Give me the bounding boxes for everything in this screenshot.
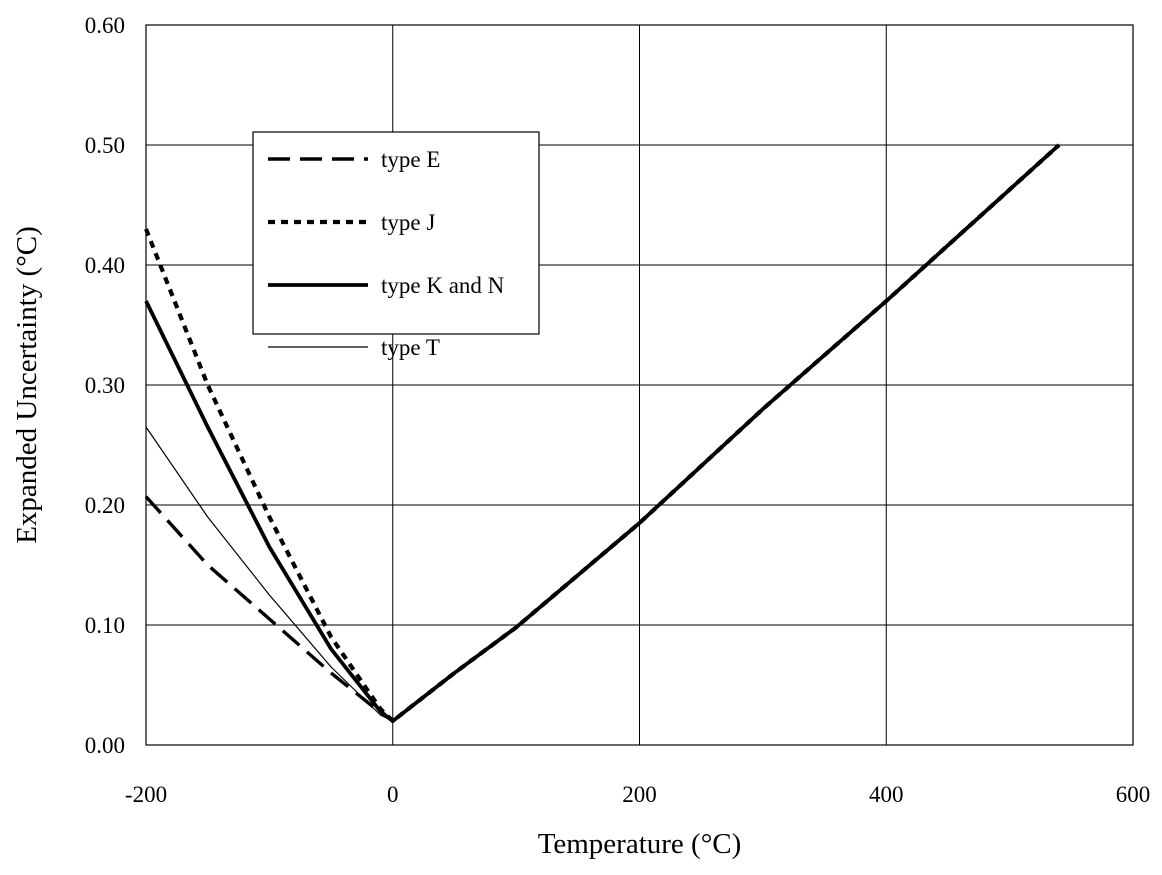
y-tick-label: 0.20 <box>85 493 125 518</box>
legend-label: type T <box>381 335 440 360</box>
y-tick-label: 0.00 <box>85 733 125 758</box>
tick-labels: -200 0 200 400 600 0.00 0.10 0.20 0.30 0.40 0.50 0.… <box>85 13 1151 807</box>
legend: type E type J type K and N type T <box>253 132 539 360</box>
y-tick-label: 0.60 <box>85 13 125 38</box>
x-tick-label: 400 <box>869 782 904 807</box>
x-tick-label: -200 <box>125 782 167 807</box>
legend-label: type J <box>381 210 435 235</box>
x-axis-title: Temperature (°C) <box>538 828 742 860</box>
y-tick-label: 0.50 <box>85 133 125 158</box>
y-tick-label: 0.30 <box>85 373 125 398</box>
x-tick-label: 600 <box>1116 782 1151 807</box>
y-axis-title: Expanded Uncertainty (°C) <box>11 226 43 544</box>
y-tick-label: 0.40 <box>85 253 125 278</box>
x-tick-label: 200 <box>622 782 657 807</box>
legend-label: type K and N <box>381 273 505 298</box>
legend-label: type E <box>381 147 440 172</box>
y-tick-label: 0.10 <box>85 613 125 638</box>
x-tick-label: 0 <box>387 782 399 807</box>
